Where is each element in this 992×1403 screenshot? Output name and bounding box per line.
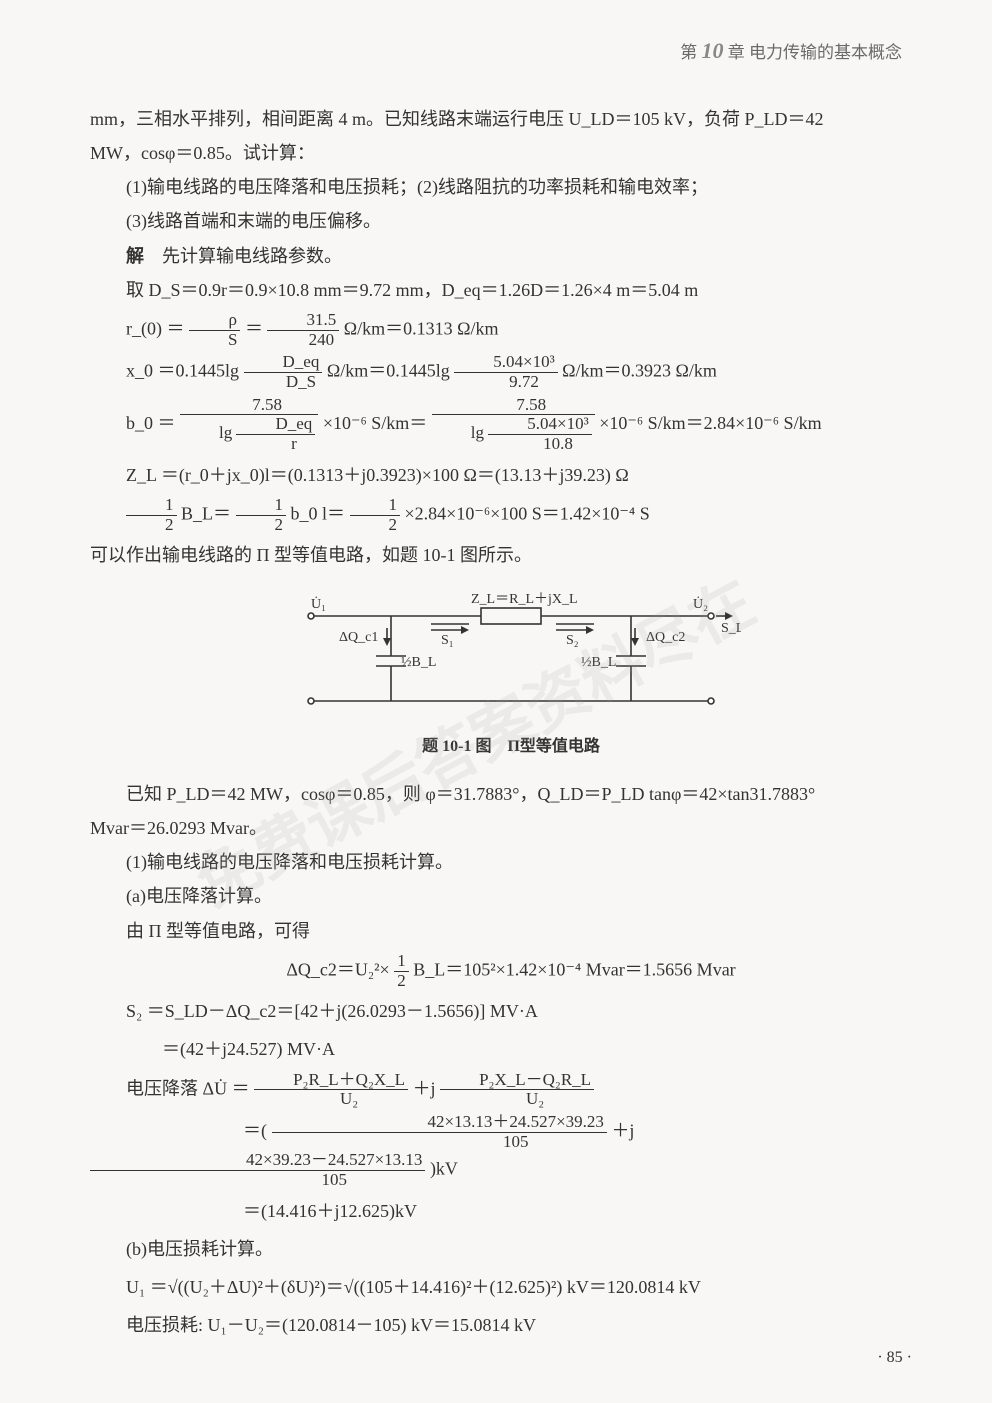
- figure-note: 可以作出输电线路的 Π 型等值电路，如题 10-1 图所示。: [90, 538, 932, 572]
- svg-text:S₁: S₁: [441, 633, 454, 648]
- svg-text:ΔQ_c2: ΔQ_c2: [646, 630, 685, 645]
- svg-text:½B_L: ½B_L: [401, 655, 436, 670]
- eq-du-line3: ＝(14.416＋j12.625)kV: [90, 1194, 932, 1228]
- eq-loss: 电压损耗: U₁－U₂＝(120.0814－105) kV＝15.0814 kV: [90, 1308, 932, 1342]
- eq-bl: 12 B_L＝ 12 b_0 l＝ 12 ×2.84×10⁻⁶×100 S＝1.…: [90, 496, 932, 534]
- pi-circuit-diagram: U̇₁ U̇₂ Z_L＝R_L＋jX_L ΔQ_c1 ΔQ_c2 S₁ S₂ ½…: [281, 586, 741, 726]
- given-line1: 已知 P_LD＝42 MW，cosφ＝0.85，则 φ＝31.7883°，Q_L…: [90, 777, 932, 811]
- svg-text:Z_L＝R_L＋jX_L: Z_L＝R_L＋jX_L: [471, 592, 578, 607]
- page-number: · 85 ·: [877, 1343, 912, 1373]
- eq-x0: x_0 ＝0.1445lg D_eqD_S Ω/km＝0.1445lg 5.04…: [90, 353, 932, 391]
- question-1-2: (1)输电线路的电压降落和电压损耗；(2)线路阻抗的功率损耗和输电效率；: [90, 170, 932, 204]
- header-mid: 章: [728, 43, 745, 62]
- svg-text:S₂: S₂: [566, 633, 579, 648]
- r0-frac1: ρS: [189, 311, 240, 349]
- problem-line2: MW，cosφ＝0.85。试计算：: [90, 136, 932, 170]
- chapter-header: 第 10 章 电力传输的基本概念: [90, 30, 932, 72]
- svg-text:ΔQ_c1: ΔQ_c1: [339, 630, 378, 645]
- b0-frac1: 7.58 lg D_eqr: [180, 396, 318, 454]
- solution-first: 先计算输电线路参数。: [144, 246, 342, 266]
- eq-s2b: ＝(42＋j24.527) MV·A: [90, 1032, 932, 1066]
- x0-frac2: 5.04×10³9.72: [454, 353, 557, 391]
- solution-head: 解 先计算输电线路参数。: [90, 239, 932, 273]
- eq-r0: r_(0) ＝ ρS ＝ 31.5240 Ω/km＝0.1313 Ω/km: [90, 311, 932, 349]
- svg-text:U̇₂: U̇₂: [693, 596, 708, 613]
- given-line2: Mvar＝26.0293 Mvar。: [90, 811, 932, 845]
- eq-u1: U₁ ＝√((U₂＋ΔU)²＋(δU)²)＝√((105＋14.416)²＋(1…: [90, 1270, 932, 1304]
- part1-head: (1)输电线路的电压降落和电压损耗计算。: [90, 845, 932, 879]
- problem-line1: mm，三相水平排列，相间距离 4 m。已知线路末端运行电压 U_LD＝105 k…: [90, 102, 932, 136]
- header-prefix: 第: [680, 43, 697, 62]
- svg-text:U̇₁: U̇₁: [311, 596, 326, 613]
- chapter-number: 10: [702, 38, 724, 63]
- eq-dQc2: ΔQ_c2＝U₂²× 12 B_L＝105²×1.42×10⁻⁴ Mvar＝1.…: [90, 952, 932, 990]
- part1a-head: (a)电压降落计算。: [90, 879, 932, 913]
- part1b-head: (b)电压损耗计算。: [90, 1232, 932, 1266]
- pi-note: 由 Π 型等值电路，可得: [90, 914, 932, 948]
- eq-du-line2: ＝( 42×13.13＋24.527×39.23105 ＋j 42×39.23－…: [90, 1113, 932, 1190]
- ds-line: 取 D_S＝0.9r＝0.9×10.8 mm＝9.72 mm，D_eq＝1.26…: [90, 273, 932, 307]
- eq-zl: Z_L ＝(r_0＋jx_0)l＝(0.1313＋j0.3923)×100 Ω＝…: [90, 458, 932, 492]
- b0-frac2: 7.58 lg 5.04×10³10.8: [432, 396, 595, 454]
- x0-frac1: D_eqD_S: [244, 353, 323, 391]
- r0-lhs: r_(0) ＝: [126, 318, 184, 338]
- textbook-page: 免费课后答案资料尽在 第 10 章 电力传输的基本概念 mm，三相水平排列，相间…: [0, 0, 992, 1403]
- solution-label: 解: [126, 246, 144, 266]
- svg-text:½B_L: ½B_L: [581, 655, 616, 670]
- figure-caption: 题 10-1 图 Π型等值电路: [90, 732, 932, 762]
- eq-s2a: S₂ ＝S_LD－ΔQ_c2＝[42＋j(26.0293－1.5656)] MV…: [90, 994, 932, 1028]
- r0-frac2: 31.5240: [267, 311, 339, 349]
- eq-du-line1: 电压降落 ΔU̇ ＝ P₂R_L＋Q₂X_LU₂ ＋j P₂X_L－Q₂R_LU…: [90, 1071, 932, 1109]
- eq-b0: b_0 ＝ 7.58 lg D_eqr ×10⁻⁶ S/km＝ 7.58 lg …: [90, 396, 932, 454]
- question-3: (3)线路首端和末端的电压偏移。: [90, 204, 932, 238]
- svg-text:S_LD: S_LD: [721, 621, 741, 636]
- header-title: 电力传输的基本概念: [749, 43, 902, 62]
